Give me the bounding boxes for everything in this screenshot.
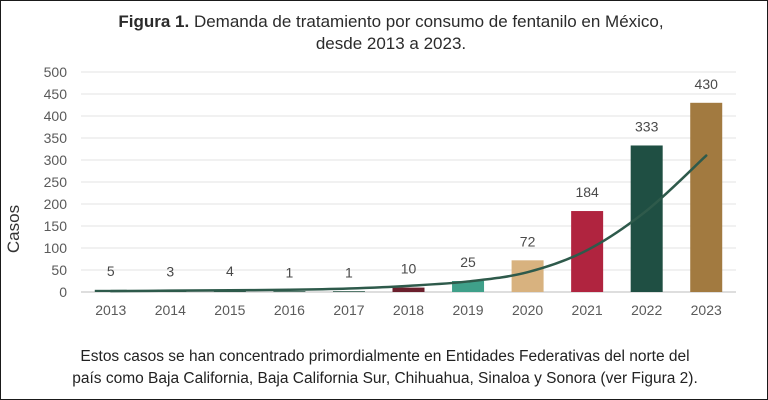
x-tick-label-2015: 2015: [214, 302, 245, 318]
y-tick-label: 0: [59, 284, 67, 300]
y-tick-label: 450: [44, 86, 68, 102]
x-tick-label-2016: 2016: [274, 302, 305, 318]
data-label-2014: 3: [166, 264, 174, 280]
y-tick-label: 250: [44, 174, 68, 190]
trendline-group: [109, 154, 708, 293]
y-tick-label: 400: [44, 108, 68, 124]
trendline: [109, 154, 708, 293]
data-label-2018: 10: [401, 261, 417, 277]
bar-2018: [392, 287, 425, 292]
chart-title-line1: Demanda de tratamiento por consumo de fe…: [193, 12, 664, 31]
x-tick-label-2023: 2023: [691, 302, 722, 318]
data-label-2013: 5: [107, 263, 115, 279]
y-tick-label: 100: [44, 240, 68, 256]
figure-number: Figura 1.: [118, 12, 190, 31]
y-tick-label: 150: [44, 218, 68, 234]
y-tick-label: 300: [44, 152, 68, 168]
data-label-2023: 430: [695, 76, 719, 92]
data-label-2021: 184: [575, 184, 599, 200]
x-tick-label-2022: 2022: [631, 302, 662, 318]
bar-2016: [273, 291, 306, 292]
x-tick-label-2017: 2017: [333, 302, 364, 318]
caption-line2: país como Baja California, Baja Californ…: [72, 370, 698, 387]
bar-2017: [332, 291, 365, 292]
y-tick-label: 200: [44, 196, 68, 212]
data-label-2020: 72: [520, 233, 536, 249]
y-tick-label: 350: [44, 130, 68, 146]
data-label-2022: 333: [635, 118, 659, 134]
bar-2019: [452, 281, 485, 292]
chart-title-line2: desde 2013 a 2023.: [315, 34, 467, 53]
x-tick-label-2021: 2021: [572, 302, 603, 318]
caption: Estos casos se han concentrado primordia…: [1, 346, 768, 390]
data-label-2015: 4: [226, 263, 234, 279]
y-tick-label: 500: [44, 64, 68, 80]
x-tick-label-2019: 2019: [452, 302, 483, 318]
x-tick-label-2018: 2018: [393, 302, 424, 318]
chart-title: Figura 1. Demanda de tratamiento por con…: [61, 11, 721, 55]
bar-2023: [690, 102, 723, 292]
data-labels: 5 3 4 1 1 10 25 72 184 333 430: [107, 76, 718, 281]
x-axis-ticks: 2013 2014 2015 2016 2017 2018 2019 2020 2021 2022…: [95, 302, 722, 318]
data-label-2016: 1: [286, 265, 294, 281]
x-tick-label-2020: 2020: [512, 302, 543, 318]
data-label-2019: 25: [460, 254, 476, 270]
x-tick-label-2014: 2014: [155, 302, 186, 318]
bar-chart: 0 50 100 150 200 250 300 350 400 450 500 5 3 4 1 1 10 25…: [4, 64, 736, 318]
y-axis-ticks: 0 50 100 150 200 250 300 350 400 450 500: [44, 64, 68, 300]
data-label-2017: 1: [345, 265, 353, 281]
bar-2020: [511, 260, 544, 292]
y-axis-label: Casos: [4, 205, 23, 253]
caption-line1: Estos casos se han concentrado primordia…: [80, 348, 690, 365]
y-tick-label: 50: [51, 262, 67, 278]
x-tick-label-2013: 2013: [95, 302, 126, 318]
